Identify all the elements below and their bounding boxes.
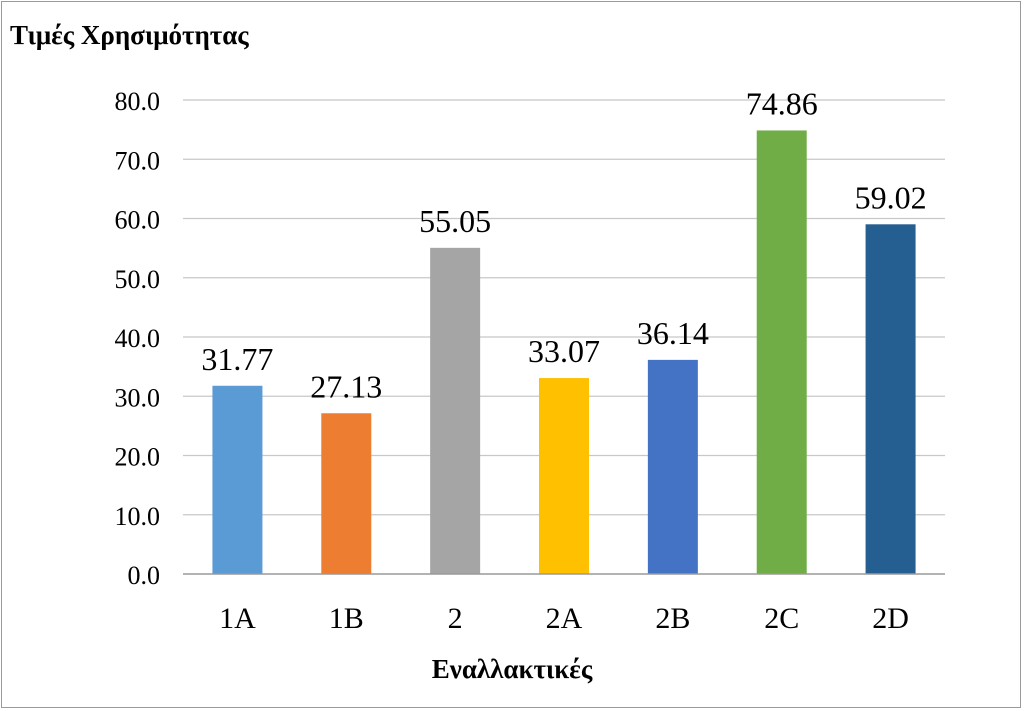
y-tick-label: 0.0 bbox=[128, 561, 161, 590]
x-tick-label: 2A bbox=[546, 602, 583, 635]
data-label: 27.13 bbox=[310, 368, 382, 404]
x-tick-label: 2D bbox=[872, 602, 909, 635]
gridlines bbox=[183, 99, 945, 516]
y-tick-label: 10.0 bbox=[115, 502, 161, 531]
x-tick-label: 2B bbox=[655, 602, 690, 635]
bar-2 bbox=[430, 247, 481, 575]
value-labels: 31.77 27.13 55.05 33.07 36.14 74.86 59.02 bbox=[201, 85, 926, 404]
bars bbox=[212, 130, 916, 575]
bar-2a bbox=[539, 378, 589, 574]
y-tick-label: 80.0 bbox=[115, 87, 161, 116]
y-tick-label: 70.0 bbox=[115, 146, 161, 175]
data-label: 36.14 bbox=[637, 315, 709, 351]
y-axis-title: Τιμές Χρησιμότητας bbox=[10, 20, 249, 50]
bar-1a bbox=[212, 385, 263, 574]
y-tick-label: 40.0 bbox=[115, 324, 161, 353]
x-axis-ticks: 1A 1B 2 2A 2B 2C 2D bbox=[219, 602, 909, 635]
data-label: 31.77 bbox=[201, 341, 273, 377]
bar-2c bbox=[756, 130, 807, 574]
data-label: 74.86 bbox=[746, 85, 818, 121]
bar-2d bbox=[865, 224, 916, 574]
x-tick-label: 2C bbox=[764, 602, 799, 635]
y-tick-label: 60.0 bbox=[115, 206, 161, 235]
data-label: 55.05 bbox=[419, 203, 491, 239]
y-axis-ticks: 0.0 10.0 20.0 30.0 40.0 50.0 60.0 70.0 80.0 bbox=[115, 87, 161, 590]
data-label: 33.07 bbox=[528, 333, 600, 369]
x-tick-label: 1A bbox=[219, 602, 256, 635]
y-tick-label: 30.0 bbox=[115, 383, 161, 412]
y-tick-label: 50.0 bbox=[115, 265, 161, 294]
bar-2b bbox=[647, 359, 698, 574]
x-tick-label: 2 bbox=[448, 602, 463, 635]
data-label: 59.02 bbox=[855, 179, 927, 215]
bar-1b bbox=[321, 413, 372, 574]
x-tick-label: 1B bbox=[329, 602, 364, 635]
y-tick-label: 20.0 bbox=[115, 443, 161, 472]
x-axis-title: Εναλλακτικές bbox=[432, 654, 593, 684]
